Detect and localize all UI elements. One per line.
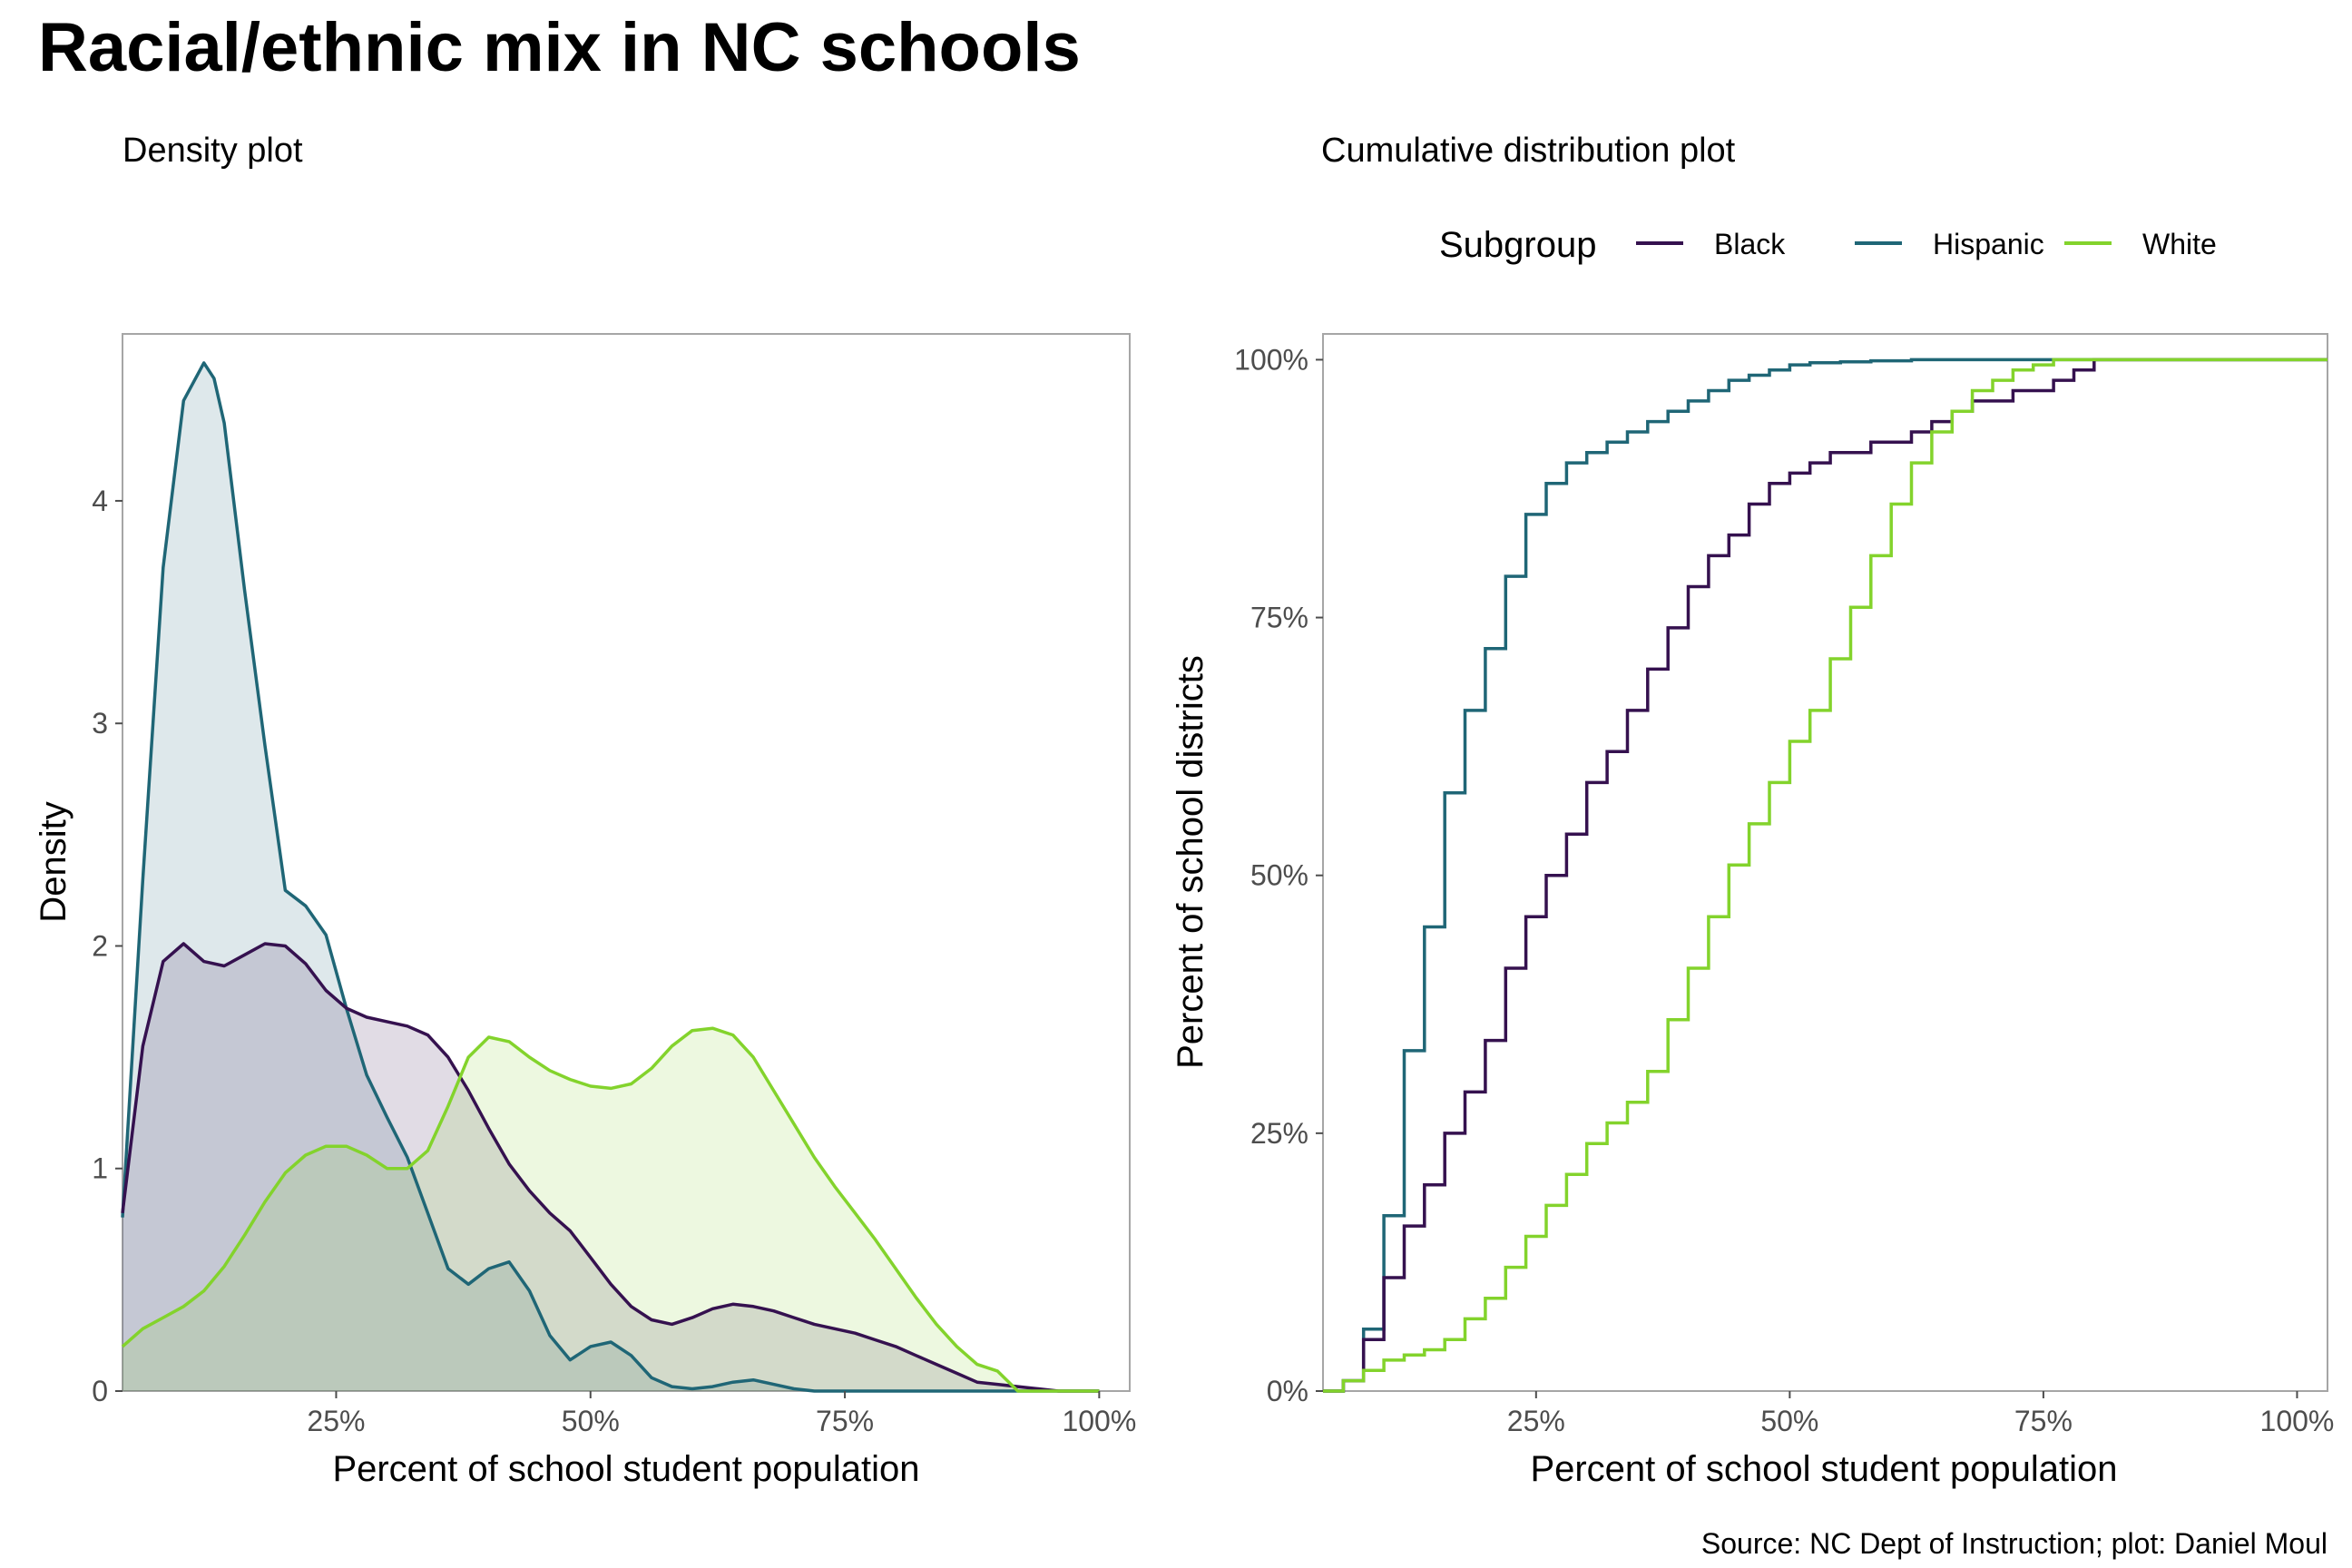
cdf-y-tick-label: 100% [1234, 343, 1308, 376]
cdf-lines [1323, 358, 2328, 1393]
cdf-panel-border [1322, 333, 2328, 1392]
cdf-y-axis-label: Percent of school districts [1171, 655, 1210, 1069]
legend-label-white: White [2142, 228, 2217, 260]
density-x-tick-label: 50% [562, 1405, 620, 1437]
density-y-tick-label: 4 [92, 485, 108, 517]
cdf-x-tick-label: 50% [1760, 1405, 1818, 1437]
density-y-tick-label: 0 [92, 1375, 108, 1407]
legend-label-black: Black [1714, 228, 1786, 260]
density-x-ticks: 25% 50% 75% 100% [307, 1391, 1136, 1437]
cdf-line-hispanic [1323, 358, 2328, 1393]
cdf-x-axis-label: Percent of school student population [1530, 1449, 2117, 1489]
density-line-hispanic [121, 361, 1100, 1393]
density-line-black [121, 942, 1100, 1393]
density-area-white [122, 1028, 1100, 1391]
density-x-tick-label: 25% [307, 1405, 365, 1437]
density-panel: Density plot 25% 50% 75% 100% 0 1 2 3 4 Percent… [34, 132, 1136, 1489]
cdf-line-black [1323, 358, 2328, 1393]
density-y-tick-label: 3 [92, 707, 108, 740]
density-y-ticks: 0 1 2 3 4 [92, 485, 122, 1407]
legend-title: Subgroup [1439, 225, 1596, 265]
cdf-y-tick-label: 0% [1267, 1375, 1308, 1407]
density-y-tick-label: 1 [92, 1152, 108, 1185]
chart-title: Racial/ethnic mix in NC schools [38, 9, 1081, 86]
density-areas [122, 362, 1100, 1391]
cdf-line-white [1323, 358, 2328, 1393]
source-caption: Source: NC Dept of Instruction; plot: Da… [1701, 1527, 2328, 1560]
density-area-hispanic [122, 362, 1100, 1391]
density-x-tick-label: 75% [816, 1405, 874, 1437]
legend: Subgroup Black Hispanic White [1439, 225, 2217, 265]
density-y-axis-label: Density [34, 801, 74, 922]
density-panel-border [122, 333, 1131, 1392]
cdf-y-tick-label: 75% [1250, 602, 1308, 634]
cdf-x-ticks: 25% 50% 75% 100% [1507, 1391, 2335, 1437]
density-line-white [121, 1026, 1100, 1393]
cdf-y-tick-label: 50% [1250, 859, 1308, 892]
cdf-y-tick-label: 25% [1250, 1117, 1308, 1150]
cdf-panel: Cumulative distribution plot 25% 50% 75% 10… [1171, 132, 2334, 1489]
density-x-tick-label: 100% [1062, 1405, 1136, 1437]
cdf-x-tick-label: 75% [2014, 1405, 2073, 1437]
density-subtitle: Density plot [122, 132, 303, 170]
cdf-x-tick-label: 25% [1507, 1405, 1565, 1437]
legend-label-hispanic: Hispanic [1933, 228, 2044, 260]
cdf-x-tick-label: 100% [2260, 1405, 2335, 1437]
density-x-axis-label: Percent of school student population [332, 1449, 919, 1489]
density-lines [121, 361, 1100, 1393]
density-area-black [122, 944, 1100, 1391]
density-y-tick-label: 2 [92, 929, 108, 962]
cdf-subtitle: Cumulative distribution plot [1321, 132, 1736, 170]
cdf-y-ticks: 0% 25% 50% 75% 100% [1234, 343, 1323, 1407]
